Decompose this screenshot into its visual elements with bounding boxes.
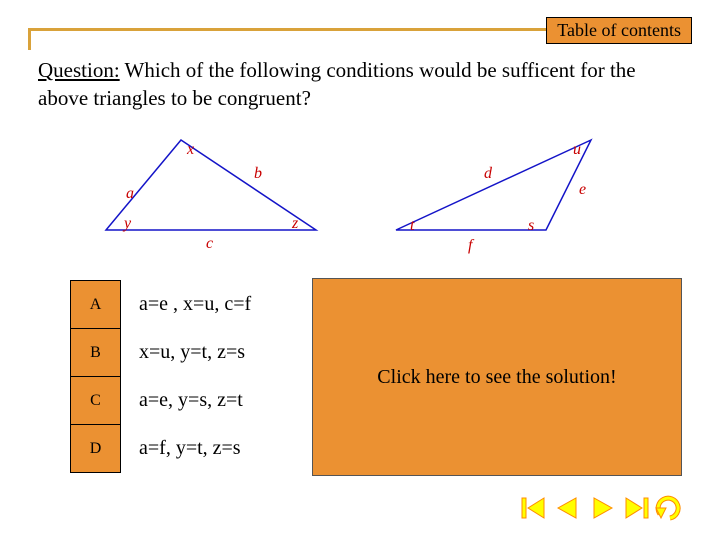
solution-prompt: Click here to see the solution!	[377, 366, 616, 389]
option-row: D a=f, y=t, z=s	[71, 425, 252, 473]
option-b-text: x=u, y=t, z=s	[121, 329, 252, 377]
option-b-button[interactable]: B	[71, 329, 121, 377]
option-row: C a=e, y=s, z=t	[71, 377, 252, 425]
toc-button[interactable]: Table of contents	[546, 17, 692, 44]
next-icon[interactable]	[586, 494, 618, 522]
side-b: b	[254, 165, 262, 182]
return-icon[interactable]	[654, 494, 686, 522]
first-icon[interactable]	[518, 494, 550, 522]
option-d-key: D	[90, 440, 102, 457]
question-label: Question:	[38, 58, 120, 82]
accent-rule-left	[28, 28, 31, 50]
option-c-button[interactable]: C	[71, 377, 121, 425]
side-f: f	[468, 237, 475, 254]
option-d-text: a=f, y=t, z=s	[121, 425, 252, 473]
question-text: Question: Which of the following conditi…	[38, 56, 688, 113]
option-c-text: a=e, y=s, z=t	[121, 377, 252, 425]
option-a-button[interactable]: A	[71, 281, 121, 329]
prev-icon[interactable]	[552, 494, 584, 522]
answer-options: A a=e , x=u, c=f B x=u, y=t, z=s C a=e, …	[70, 280, 252, 473]
side-a: a	[126, 185, 134, 202]
option-row: B x=u, y=t, z=s	[71, 329, 252, 377]
side-e: e	[579, 181, 586, 198]
side-c: c	[206, 235, 213, 252]
option-row: A a=e , x=u, c=f	[71, 281, 252, 329]
toc-label: Table of contents	[557, 20, 681, 40]
triangle-right	[396, 140, 591, 230]
option-c-key: C	[90, 392, 101, 409]
angle-s: s	[528, 217, 534, 234]
triangle-left	[106, 140, 316, 230]
angle-t: t	[410, 217, 415, 234]
last-icon[interactable]	[620, 494, 652, 522]
angle-u: u	[573, 141, 581, 158]
side-d: d	[484, 165, 493, 182]
option-a-key: A	[90, 296, 102, 313]
option-b-key: B	[90, 344, 101, 361]
angle-x: x	[186, 141, 194, 158]
question-body: Which of the following conditions would …	[38, 58, 636, 110]
triangles-diagram: x y z a b c u t s d e f	[96, 130, 608, 270]
option-d-button[interactable]: D	[71, 425, 121, 473]
angle-z: z	[291, 215, 299, 232]
option-a-text: a=e , x=u, c=f	[121, 281, 252, 329]
nav-controls	[518, 494, 686, 522]
solution-button[interactable]: Click here to see the solution!	[312, 278, 682, 476]
angle-y: y	[122, 215, 132, 232]
